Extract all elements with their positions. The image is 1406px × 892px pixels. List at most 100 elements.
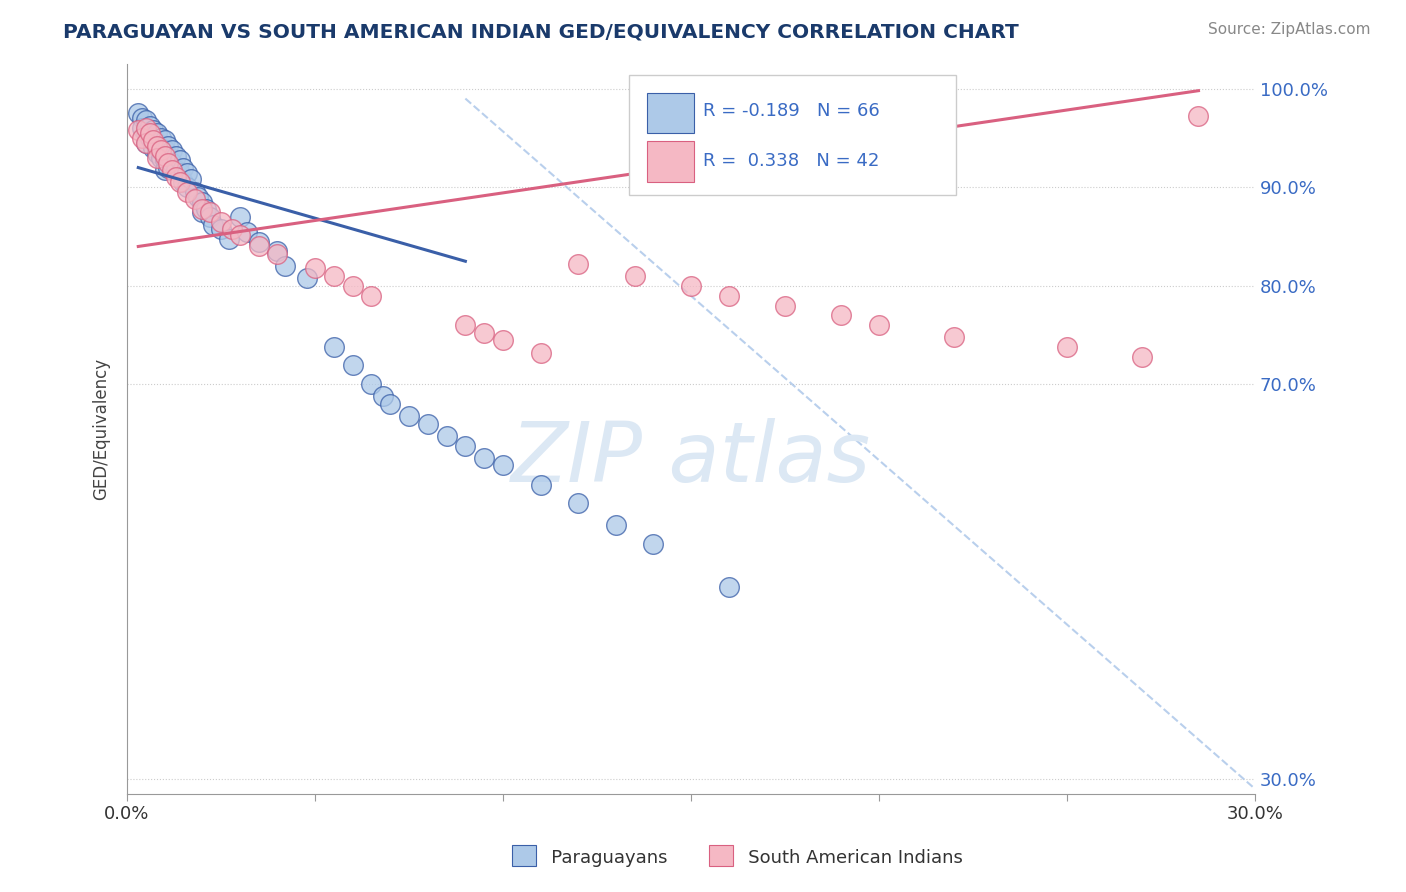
Point (169, 175, 191, 189)
Point (127, 106, 149, 120)
Point (191, 202, 214, 216)
Point (322, 340, 344, 354)
Point (153, 143, 176, 157)
Point (149, 151, 172, 165)
Point (529, 478, 551, 492)
Point (209, 215, 232, 229)
Point (153, 153, 176, 167)
FancyBboxPatch shape (647, 142, 695, 182)
Point (221, 221, 243, 235)
Point (146, 145, 169, 160)
Point (180, 172, 202, 186)
Point (176, 180, 198, 194)
Point (165, 162, 187, 177)
Point (142, 123, 165, 137)
Point (176, 186, 198, 200)
Point (492, 333, 515, 347)
Point (153, 162, 176, 177)
Point (1187, 109, 1209, 123)
Point (868, 318, 890, 333)
Point (169, 165, 191, 179)
Text: Source: ZipAtlas.com: Source: ZipAtlas.com (1208, 22, 1371, 37)
Text: R = -0.189   N = 66: R = -0.189 N = 66 (703, 103, 880, 120)
Point (360, 377, 382, 392)
Point (342, 358, 364, 372)
Point (153, 133, 176, 147)
Point (360, 289, 382, 303)
Point (165, 170, 187, 185)
Point (183, 192, 205, 206)
Point (135, 113, 157, 128)
Point (176, 165, 198, 179)
Point (247, 235, 270, 249)
Point (160, 143, 183, 157)
Point (194, 202, 217, 216)
Point (172, 161, 194, 175)
Point (160, 162, 183, 177)
Text: Paraguayans: Paraguayans (534, 849, 668, 867)
Point (342, 279, 364, 293)
Point (304, 261, 326, 276)
Point (247, 239, 270, 253)
Point (198, 205, 221, 219)
Point (943, 330, 966, 344)
Point (138, 131, 160, 145)
FancyBboxPatch shape (628, 75, 956, 195)
Point (198, 210, 221, 224)
Point (274, 259, 297, 273)
Point (1056, 340, 1078, 354)
FancyBboxPatch shape (647, 93, 695, 134)
Point (830, 309, 852, 323)
Point (146, 151, 169, 165)
Text: ZIP atlas: ZIP atlas (510, 417, 870, 499)
Point (135, 126, 157, 140)
Point (773, 299, 796, 313)
Point (165, 149, 187, 163)
Point (202, 218, 225, 232)
Point (149, 141, 172, 155)
Point (157, 155, 180, 169)
Point (472, 326, 495, 341)
Point (454, 439, 477, 453)
Point (1130, 350, 1153, 364)
Point (169, 153, 191, 167)
Point (153, 149, 176, 163)
Point (157, 139, 180, 153)
Point (236, 225, 259, 239)
Point (209, 221, 232, 235)
Point (135, 136, 157, 150)
Point (472, 451, 495, 466)
Point (229, 227, 252, 242)
Point (398, 409, 420, 423)
Point (157, 149, 180, 163)
Point (138, 126, 160, 140)
Point (218, 231, 240, 245)
Point (146, 126, 169, 140)
Point (138, 119, 160, 133)
Point (135, 136, 157, 150)
Point (454, 318, 477, 333)
Point (371, 389, 394, 403)
Point (131, 121, 153, 136)
Point (529, 346, 551, 360)
Point (717, 580, 740, 594)
Point (229, 210, 252, 224)
Point (187, 190, 209, 204)
Text: R =  0.338   N = 42: R = 0.338 N = 42 (703, 153, 880, 170)
Point (146, 136, 169, 150)
Point (605, 517, 627, 532)
Point (142, 133, 165, 147)
Point (157, 161, 180, 175)
Point (142, 141, 165, 155)
Y-axis label: GED/Equivalency: GED/Equivalency (93, 358, 110, 500)
Point (149, 143, 172, 157)
Point (436, 429, 458, 443)
Point (322, 268, 344, 283)
Text: PARAGUAYAN VS SOUTH AMERICAN INDIAN GED/EQUIVALENCY CORRELATION CHART: PARAGUAYAN VS SOUTH AMERICAN INDIAN GED/… (63, 22, 1019, 41)
Point (380, 397, 402, 411)
Point (416, 417, 439, 431)
Point (567, 257, 589, 271)
Text: South American Indians: South American Indians (731, 849, 963, 867)
Point (135, 121, 157, 136)
Point (623, 268, 645, 283)
